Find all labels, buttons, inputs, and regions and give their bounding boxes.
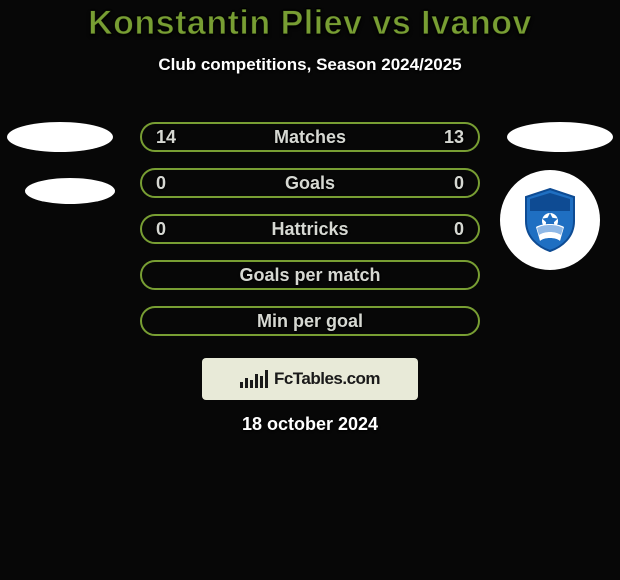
stat-value-left: 0 — [156, 173, 166, 194]
footer-date: 18 october 2024 — [0, 414, 620, 435]
branding-text: FcTables.com — [274, 369, 380, 389]
stat-label: Goals — [285, 173, 335, 194]
stat-value-right: 0 — [454, 173, 464, 194]
stat-row: Min per goal — [140, 306, 480, 336]
branding-box: FcTables.com — [202, 358, 418, 400]
page-title: Konstantin Pliev vs Ivanov — [0, 0, 620, 43]
stat-value-left: 0 — [156, 219, 166, 240]
stat-label: Min per goal — [257, 311, 363, 332]
stat-value-right: 0 — [454, 219, 464, 240]
stat-row: 0 Hattricks 0 — [140, 214, 480, 244]
stat-row: 0 Goals 0 — [140, 168, 480, 198]
page-subtitle: Club competitions, Season 2024/2025 — [0, 55, 620, 75]
stat-row: 14 Matches 13 — [140, 122, 480, 152]
stat-label: Goals per match — [239, 265, 380, 286]
stat-value-right: 13 — [444, 127, 464, 148]
stat-row: Goals per match — [140, 260, 480, 290]
stat-label: Matches — [274, 127, 346, 148]
stat-label: Hattricks — [271, 219, 348, 240]
stats-container: 14 Matches 13 0 Goals 0 0 Hattricks 0 Goals per m… — [0, 122, 620, 352]
stat-value-left: 14 — [156, 127, 176, 148]
branding-bars-icon — [240, 370, 268, 388]
